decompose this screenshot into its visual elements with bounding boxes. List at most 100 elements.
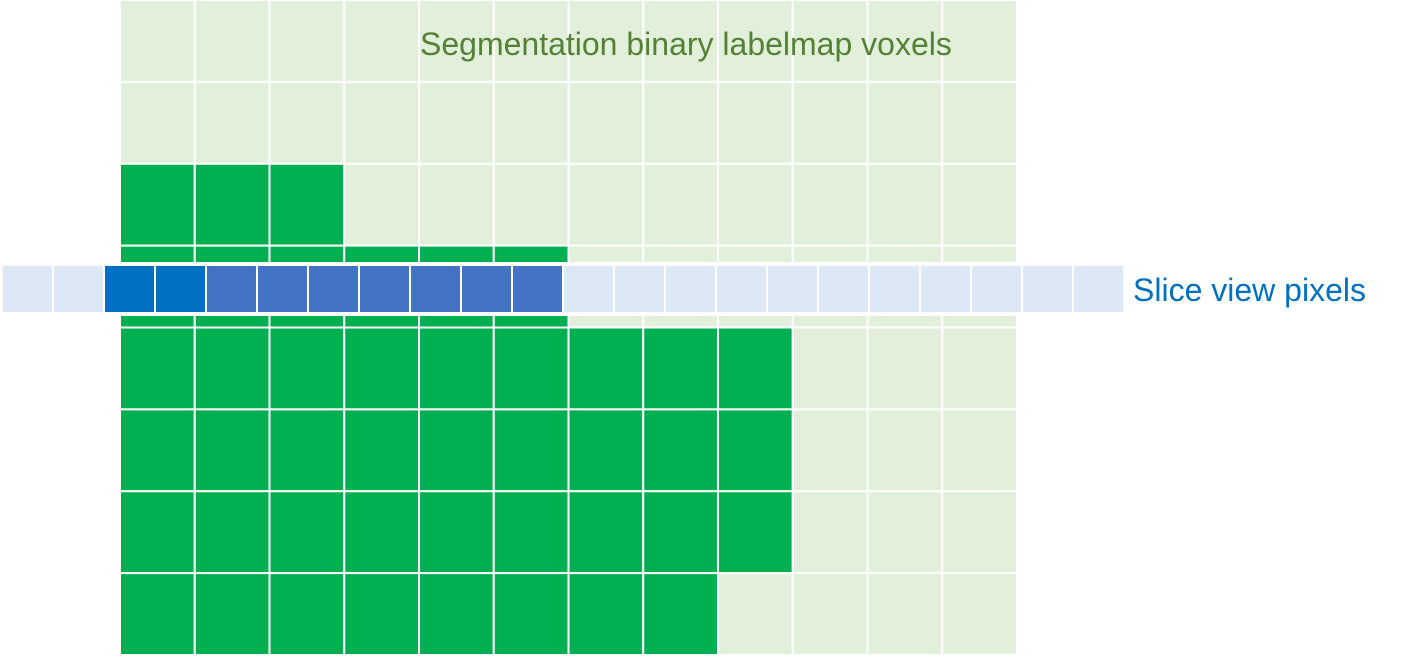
voxel-empty xyxy=(791,0,869,83)
voxel-filled xyxy=(717,326,794,411)
slice-pixel-filled xyxy=(307,264,360,314)
voxel-filled xyxy=(567,408,645,493)
voxel-empty xyxy=(791,162,869,247)
voxel-filled xyxy=(119,162,196,247)
voxel-filled xyxy=(567,490,645,575)
voxel-empty xyxy=(492,162,570,247)
voxel-filled xyxy=(717,490,794,575)
voxel-filled xyxy=(193,408,271,493)
voxel-filled xyxy=(418,326,495,411)
slice-pixel-empty xyxy=(562,264,615,314)
voxel-empty xyxy=(193,0,271,83)
voxel-filled xyxy=(119,326,196,411)
voxel-empty xyxy=(642,162,719,247)
voxel-filled xyxy=(119,490,196,575)
slice-pixel-filled xyxy=(409,264,462,314)
voxel-empty xyxy=(866,408,944,493)
voxel-empty xyxy=(119,80,196,165)
voxel-filled xyxy=(717,408,794,493)
slice-pixel-empty xyxy=(52,264,105,314)
voxel-empty xyxy=(343,80,420,165)
voxel-empty xyxy=(119,0,196,83)
voxel-empty xyxy=(642,0,719,83)
voxel-empty xyxy=(717,572,794,656)
slice-pixel-filled xyxy=(511,264,564,314)
slice-pixel-empty xyxy=(1021,264,1074,314)
voxel-empty xyxy=(717,80,794,165)
voxel-empty xyxy=(866,326,944,411)
slice-pixel-row xyxy=(0,262,1126,316)
slice-pixel-empty xyxy=(919,264,972,314)
voxel-filled xyxy=(268,162,346,247)
slice-pixel-empty xyxy=(715,264,768,314)
voxel-empty xyxy=(866,572,944,656)
voxel-empty xyxy=(492,0,570,83)
voxel-grid xyxy=(119,0,1018,656)
voxel-empty xyxy=(941,0,1018,83)
voxels-label: Segmentation binary labelmap voxels xyxy=(420,26,952,62)
voxel-empty xyxy=(866,490,944,575)
voxel-filled xyxy=(492,572,570,656)
voxel-empty xyxy=(567,80,645,165)
voxel-empty xyxy=(791,80,869,165)
voxel-empty xyxy=(418,162,495,247)
voxel-filled xyxy=(567,572,645,656)
voxel-empty xyxy=(866,162,944,247)
voxel-filled xyxy=(418,572,495,656)
voxel-filled xyxy=(492,326,570,411)
voxel-filled xyxy=(193,162,271,247)
voxel-empty xyxy=(343,0,420,83)
voxel-empty xyxy=(941,80,1018,165)
voxel-empty xyxy=(717,162,794,247)
slice-pixel-empty xyxy=(868,264,921,314)
slice-pixel-dark xyxy=(103,264,156,314)
voxel-empty xyxy=(642,80,719,165)
voxel-filled xyxy=(119,572,196,656)
voxel-filled xyxy=(268,572,346,656)
slice-pixel-empty xyxy=(1072,264,1125,314)
voxel-empty xyxy=(492,80,570,165)
voxel-empty xyxy=(418,80,495,165)
voxel-filled xyxy=(642,326,719,411)
voxel-empty xyxy=(941,490,1018,575)
voxel-filled xyxy=(119,408,196,493)
voxel-empty xyxy=(941,326,1018,411)
voxel-filled xyxy=(193,572,271,656)
slice-pixel-empty xyxy=(613,264,666,314)
voxel-empty xyxy=(866,0,944,83)
voxel-filled xyxy=(343,408,420,493)
voxel-empty xyxy=(268,0,346,83)
voxel-filled xyxy=(343,326,420,411)
voxel-filled xyxy=(193,490,271,575)
slice-pixel-filled xyxy=(460,264,513,314)
voxel-filled xyxy=(268,490,346,575)
voxel-filled xyxy=(268,326,346,411)
voxel-empty xyxy=(567,0,645,83)
voxel-empty xyxy=(268,80,346,165)
voxel-filled xyxy=(492,490,570,575)
voxel-filled xyxy=(492,408,570,493)
slice-pixel-filled xyxy=(358,264,411,314)
voxel-empty xyxy=(791,490,869,575)
voxel-filled xyxy=(268,408,346,493)
pixels-label: Slice view pixels xyxy=(1133,272,1366,308)
slice-pixel-empty xyxy=(1,264,54,314)
voxel-filled xyxy=(418,490,495,575)
voxel-empty xyxy=(941,408,1018,493)
slice-pixel-empty xyxy=(664,264,717,314)
voxel-empty xyxy=(418,0,495,83)
voxel-empty xyxy=(717,0,794,83)
slice-pixel-dark xyxy=(154,264,207,314)
voxel-filled xyxy=(567,326,645,411)
voxel-filled xyxy=(193,326,271,411)
voxel-empty xyxy=(941,572,1018,656)
voxel-filled xyxy=(418,408,495,493)
voxel-empty xyxy=(567,162,645,247)
voxel-empty xyxy=(193,80,271,165)
slice-pixel-filled xyxy=(205,264,258,314)
voxel-filled xyxy=(642,490,719,575)
voxel-empty xyxy=(791,408,869,493)
slice-pixel-filled xyxy=(256,264,309,314)
voxel-empty xyxy=(866,80,944,165)
